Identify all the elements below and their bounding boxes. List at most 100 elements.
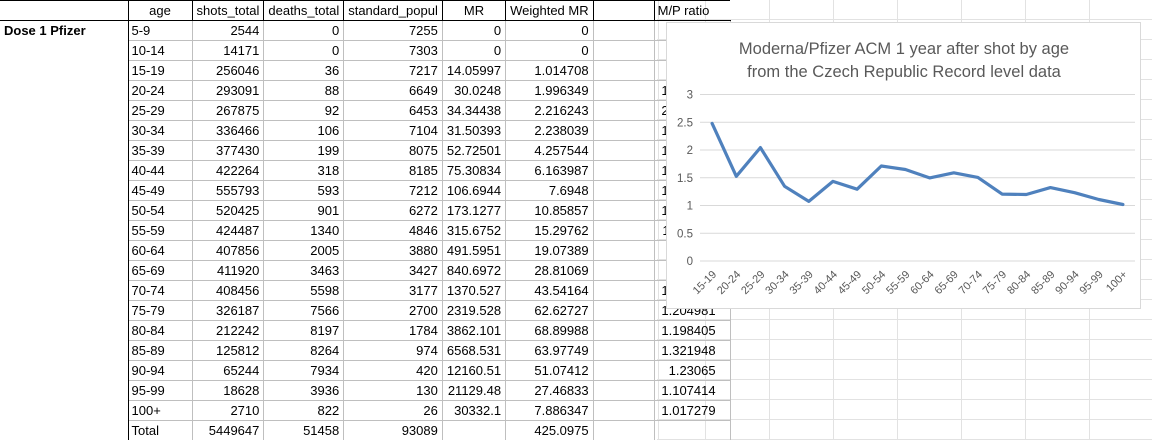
- cell-num[interactable]: 3463: [263, 260, 345, 281]
- cell-h[interactable]: [593, 300, 655, 321]
- cell-num[interactable]: 0: [442, 40, 507, 61]
- cell-h[interactable]: [593, 20, 655, 41]
- cell-age[interactable]: 10-14: [128, 40, 193, 61]
- col-header-shots-total[interactable]: shots_total: [191, 0, 264, 21]
- row-label-cell[interactable]: [0, 100, 129, 121]
- cell-num[interactable]: 88: [263, 80, 345, 101]
- cell-num[interactable]: 1.996349: [505, 80, 594, 101]
- cell-h[interactable]: [593, 420, 655, 440]
- cell-num[interactable]: 62.62727: [505, 300, 594, 321]
- cell-num[interactable]: 212242: [192, 320, 265, 341]
- cell-age[interactable]: 70-74: [128, 280, 193, 301]
- row-label-cell[interactable]: [0, 180, 129, 201]
- cell-num[interactable]: 63.97749: [505, 340, 594, 361]
- cell-num[interactable]: 2.238039: [505, 120, 594, 141]
- cell-num[interactable]: 422264: [192, 160, 265, 181]
- cell-num[interactable]: 491.5951: [442, 240, 507, 261]
- cell-h[interactable]: [593, 60, 655, 81]
- cell-num[interactable]: 256046: [192, 60, 265, 81]
- row-label-cell[interactable]: [0, 400, 129, 421]
- cell-num[interactable]: 0: [263, 40, 345, 61]
- row-label-cell[interactable]: [0, 200, 129, 221]
- series-line-mp-ratio[interactable]: [710, 121, 1125, 207]
- cell-num[interactable]: 106.6944: [442, 180, 507, 201]
- cell-num[interactable]: 6568.531: [442, 340, 507, 361]
- cell-num[interactable]: 26: [343, 400, 443, 421]
- cell-num[interactable]: 425.0975: [505, 420, 594, 440]
- cell-h[interactable]: [593, 240, 655, 261]
- cell-num[interactable]: 65244: [192, 360, 265, 381]
- cell-age[interactable]: 75-79: [128, 300, 193, 321]
- cell-num[interactable]: 411920: [192, 260, 265, 281]
- cell-h[interactable]: [593, 220, 655, 241]
- cell-age[interactable]: 85-89: [128, 340, 193, 361]
- cell-num[interactable]: 30.0248: [442, 80, 507, 101]
- cell-num[interactable]: 173.1277: [442, 200, 507, 221]
- cell-num[interactable]: 7934: [263, 360, 345, 381]
- cell-num[interactable]: 0: [442, 20, 507, 41]
- cell-age[interactable]: 25-29: [128, 100, 193, 121]
- cell-num[interactable]: 125812: [192, 340, 265, 361]
- cell-h[interactable]: [593, 260, 655, 281]
- cell-age[interactable]: 60-64: [128, 240, 193, 261]
- cell-num[interactable]: 34.34438: [442, 100, 507, 121]
- cell-num[interactable]: 3177: [343, 280, 443, 301]
- cell-num[interactable]: 106: [263, 120, 345, 141]
- cell-num[interactable]: 93089: [343, 420, 443, 440]
- col-header-blank[interactable]: [592, 0, 655, 21]
- cell-age[interactable]: 30-34: [128, 120, 193, 141]
- cell-num[interactable]: 31.50393: [442, 120, 507, 141]
- cell-num[interactable]: 7.886347: [505, 400, 594, 421]
- row-label-cell[interactable]: Dose 1 Pfizer: [0, 20, 129, 41]
- cell-age[interactable]: 45-49: [128, 180, 193, 201]
- cell-num[interactable]: 30332.1: [442, 400, 507, 421]
- cell-h[interactable]: [593, 360, 655, 381]
- cell-num[interactable]: 199: [263, 140, 345, 161]
- cell-num[interactable]: 2005: [263, 240, 345, 261]
- cell-num[interactable]: 555793: [192, 180, 265, 201]
- cell-num[interactable]: 2700: [343, 300, 443, 321]
- cell-age[interactable]: 90-94: [128, 360, 193, 381]
- cell-h[interactable]: [593, 320, 655, 341]
- cell-num[interactable]: 2544: [192, 20, 265, 41]
- cell-num[interactable]: 6649: [343, 80, 443, 101]
- cell-age[interactable]: 80-84: [128, 320, 193, 341]
- cell-num[interactable]: 28.81069: [505, 260, 594, 281]
- cell-age[interactable]: 50-54: [128, 200, 193, 221]
- cell-num[interactable]: 18628: [192, 380, 265, 401]
- cell-num[interactable]: 1340: [263, 220, 345, 241]
- cell-age[interactable]: 65-69: [128, 260, 193, 281]
- cell-h[interactable]: [593, 400, 655, 421]
- cell-num[interactable]: 7217: [343, 60, 443, 81]
- cell-num[interactable]: 318: [263, 160, 345, 181]
- cell-num[interactable]: 3936: [263, 380, 345, 401]
- cell-num[interactable]: 6272: [343, 200, 443, 221]
- cell-num[interactable]: 5449647: [192, 420, 265, 440]
- cell-age[interactable]: Total: [128, 420, 193, 440]
- cell-h[interactable]: [593, 340, 655, 361]
- cell-num[interactable]: 3862.101: [442, 320, 507, 341]
- row-label-cell[interactable]: [0, 160, 129, 181]
- cell-num[interactable]: 408456: [192, 280, 265, 301]
- cell-num[interactable]: 2319.528: [442, 300, 507, 321]
- cell-num[interactable]: 5598: [263, 280, 345, 301]
- cell-num[interactable]: 7255: [343, 20, 443, 41]
- cell-age[interactable]: 35-39: [128, 140, 193, 161]
- cell-h[interactable]: [593, 380, 655, 401]
- cell-num[interactable]: 1784: [343, 320, 443, 341]
- cell-num[interactable]: 130: [343, 380, 443, 401]
- row-label-cell[interactable]: [0, 140, 129, 161]
- cell-num[interactable]: 1.014708: [505, 60, 594, 81]
- cell-num[interactable]: 21129.48: [442, 380, 507, 401]
- cell-mp[interactable]: 1.017279: [654, 400, 731, 421]
- cell-num[interactable]: 0: [505, 40, 594, 61]
- cell-num[interactable]: 6453: [343, 100, 443, 121]
- cell-num[interactable]: 4846: [343, 220, 443, 241]
- cell-num[interactable]: 2710: [192, 400, 265, 421]
- cell-num[interactable]: 75.30834: [442, 160, 507, 181]
- cell-num[interactable]: 43.54164: [505, 280, 594, 301]
- cell-mp[interactable]: 1.198405: [654, 320, 731, 341]
- cell-num[interactable]: 51.07412: [505, 360, 594, 381]
- cell-h[interactable]: [593, 280, 655, 301]
- cell-num[interactable]: 1370.527: [442, 280, 507, 301]
